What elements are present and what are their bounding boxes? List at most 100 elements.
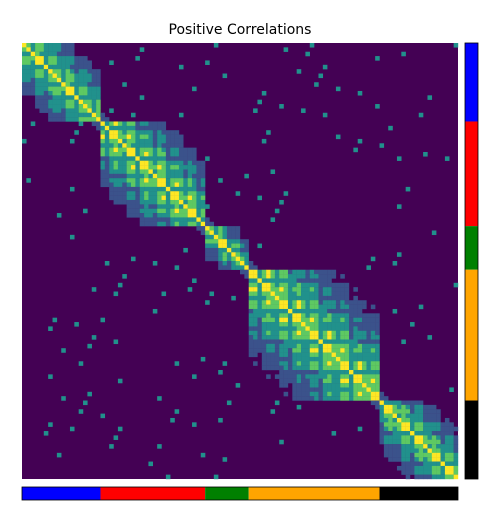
heatmap-cell xyxy=(305,356,310,362)
heatmap-cell xyxy=(327,278,332,283)
heatmap-cell xyxy=(183,208,188,214)
heatmap-cell xyxy=(296,269,302,275)
heatmap-cell xyxy=(366,348,371,353)
heatmap-cell xyxy=(431,461,437,467)
heatmap-cell xyxy=(340,313,345,318)
heatmap-cell xyxy=(148,121,153,127)
heatmap-cell xyxy=(174,178,180,183)
heatmap-cell xyxy=(87,64,92,70)
heatmap-cell xyxy=(109,138,114,144)
heatmap-cell xyxy=(392,422,398,427)
heatmap-cell xyxy=(392,426,398,432)
heatmap-cell xyxy=(100,173,106,179)
heatmap-cell xyxy=(292,387,297,392)
heatmap-cell xyxy=(78,86,84,92)
heatmap-cell xyxy=(349,378,354,384)
heatmap-cell xyxy=(340,387,345,392)
heatmap-cell xyxy=(131,121,136,127)
heatmap-cell xyxy=(331,339,337,345)
heatmap-cell xyxy=(48,422,53,427)
heatmap-cell xyxy=(231,239,236,244)
heatmap-cell xyxy=(301,313,306,318)
heatmap-cell xyxy=(22,56,27,61)
heatmap-cell xyxy=(301,282,306,288)
heatmap-cell xyxy=(440,465,446,471)
heatmap-cell xyxy=(396,417,402,423)
heatmap-cell xyxy=(131,178,136,183)
heatmap-cell xyxy=(218,265,223,270)
heatmap-cell xyxy=(170,169,175,174)
heatmap-cell xyxy=(170,134,175,140)
heatmap-cell xyxy=(69,104,75,109)
heatmap-cell xyxy=(410,439,415,445)
heatmap-cell xyxy=(183,186,188,192)
heatmap-cell xyxy=(383,431,389,436)
heatmap-cell xyxy=(335,365,341,371)
heatmap-cell xyxy=(322,274,328,279)
heatmap-cell xyxy=(366,370,371,375)
heatmap-cell xyxy=(161,138,167,144)
heatmap-cell xyxy=(122,199,127,205)
heatmap-cell xyxy=(331,304,337,310)
heatmap-cell xyxy=(183,195,188,201)
heatmap-cell xyxy=(83,400,88,406)
heatmap-cell xyxy=(178,195,184,201)
heatmap-cell xyxy=(257,269,262,275)
heatmap-cell xyxy=(392,431,398,436)
heatmap-cell xyxy=(362,356,367,362)
heatmap-cell xyxy=(170,213,175,218)
heatmap-cell xyxy=(148,169,153,174)
heatmap-cell xyxy=(248,339,254,345)
heatmap-cell xyxy=(309,352,315,358)
heatmap-cell xyxy=(401,431,406,436)
heatmap-cell xyxy=(170,156,175,161)
heatmap-cell xyxy=(401,404,406,410)
heatmap-cell xyxy=(174,208,180,214)
heatmap-cell xyxy=(405,465,411,471)
heatmap-cell xyxy=(56,56,62,61)
heatmap-cell xyxy=(113,130,119,135)
heatmap-cell xyxy=(322,374,328,379)
heatmap-cell xyxy=(327,322,332,327)
heatmap-cell xyxy=(213,226,219,231)
heatmap-cell xyxy=(91,82,97,87)
heatmap-cell xyxy=(30,86,36,92)
heatmap-cell xyxy=(292,300,297,305)
heatmap-cell xyxy=(135,160,140,166)
heatmap-cell xyxy=(117,121,123,127)
heatmap-cell xyxy=(292,352,297,358)
heatmap-cell xyxy=(117,191,123,196)
heatmap-cell xyxy=(453,282,459,288)
heatmap-cell xyxy=(165,213,171,218)
heatmap-cell xyxy=(309,348,315,353)
heatmap-cell xyxy=(61,82,66,87)
heatmap-cell xyxy=(244,239,249,244)
heatmap-cell xyxy=(405,470,411,475)
group-colorbar-bottom xyxy=(22,487,458,500)
heatmap-cell xyxy=(109,108,114,113)
heatmap-cell xyxy=(87,108,92,113)
heatmap-cell xyxy=(35,90,40,96)
heatmap-cell xyxy=(349,330,354,336)
heatmap-cell xyxy=(226,247,232,253)
heatmap-cell xyxy=(431,474,437,480)
heatmap-cell xyxy=(78,90,84,96)
heatmap-cell xyxy=(279,352,284,358)
heatmap-cell xyxy=(113,143,119,148)
heatmap-cell xyxy=(444,417,450,423)
heatmap-cell xyxy=(248,265,254,270)
heatmap-cell xyxy=(305,387,310,392)
heatmap-cell xyxy=(139,152,145,157)
heatmap-cell xyxy=(418,409,424,414)
heatmap-cell xyxy=(344,365,350,371)
heatmap-cell xyxy=(309,387,315,392)
heatmap-cell xyxy=(335,330,341,336)
heatmap-cell xyxy=(69,112,75,118)
heatmap-cell xyxy=(449,431,454,436)
heatmap-cell xyxy=(366,378,371,384)
heatmap-cell xyxy=(362,300,367,305)
heatmap-cell xyxy=(78,117,84,122)
heatmap-cell xyxy=(192,278,197,283)
heatmap-cell xyxy=(287,378,293,384)
heatmap-cell xyxy=(309,300,315,305)
